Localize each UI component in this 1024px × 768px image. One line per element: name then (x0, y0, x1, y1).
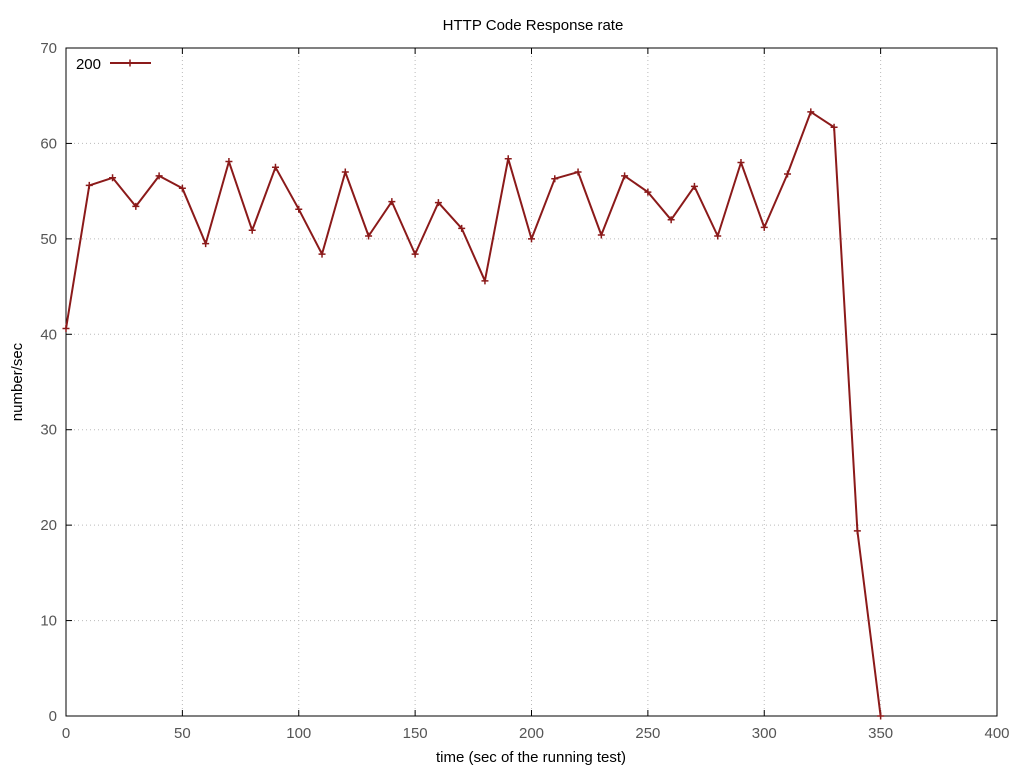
y-tick-label: 30 (40, 422, 57, 439)
data-point (574, 168, 582, 176)
data-point (132, 202, 140, 210)
x-tick-label: 200 (519, 725, 544, 742)
data-point (737, 159, 745, 167)
data-point (621, 172, 629, 180)
legend: 200 (76, 56, 151, 73)
y-tick-label: 40 (40, 326, 57, 343)
data-point (248, 226, 256, 234)
y-tick-label: 0 (49, 708, 57, 725)
x-tick-label: 150 (403, 725, 428, 742)
y-tick-label: 60 (40, 135, 57, 152)
y-tick-label: 10 (40, 613, 57, 630)
legend-label-200: 200 (76, 56, 101, 73)
data-point (365, 232, 373, 240)
series-layer (62, 108, 885, 720)
y-tick-label: 20 (40, 517, 57, 534)
data-point (481, 277, 489, 285)
chart-title: HTTP Code Response rate (443, 17, 624, 34)
x-tick-label: 400 (984, 725, 1009, 742)
data-point (318, 250, 326, 258)
legend-marker-200 (126, 59, 134, 67)
x-tick-label: 250 (635, 725, 660, 742)
data-point (202, 240, 210, 248)
x-tick-label: 350 (868, 725, 893, 742)
data-point (807, 108, 815, 116)
data-point (644, 188, 652, 196)
data-point (411, 250, 419, 258)
data-point (551, 175, 559, 183)
data-point (528, 235, 535, 243)
data-point (178, 184, 186, 192)
y-axis-label: number/sec (9, 342, 26, 421)
data-point (155, 172, 163, 180)
data-point (458, 224, 466, 232)
series-line-200 (65, 110, 882, 717)
data-point (271, 163, 279, 171)
y-axis-ticks: 0 10 20 30 40 50 60 70 (40, 40, 997, 725)
x-tick-label: 100 (286, 725, 311, 742)
y-tick-label: 70 (40, 40, 57, 57)
data-point (225, 158, 233, 166)
x-tick-label: 50 (174, 725, 191, 742)
data-point (760, 223, 768, 231)
data-point (830, 123, 838, 131)
data-point (62, 325, 70, 333)
data-point (85, 181, 93, 189)
data-point (690, 182, 698, 190)
data-point (714, 232, 722, 240)
data-point (295, 205, 303, 213)
data-point (434, 199, 442, 207)
data-point (667, 216, 675, 224)
data-point (853, 527, 861, 535)
x-tick-label: 300 (752, 725, 777, 742)
grid-lines (66, 48, 997, 716)
x-tick-label: 0 (62, 725, 70, 742)
y-tick-label: 50 (40, 231, 57, 248)
x-axis-ticks: 0 50 100 150 200 250 300 350 400 (62, 48, 1010, 742)
data-point (109, 174, 117, 182)
data-point (597, 231, 605, 239)
data-point (341, 168, 349, 176)
data-point (504, 155, 512, 163)
data-point (784, 170, 792, 178)
x-axis-label: time (sec of the running test) (436, 749, 626, 766)
data-point (388, 198, 396, 206)
data-point (877, 712, 885, 720)
